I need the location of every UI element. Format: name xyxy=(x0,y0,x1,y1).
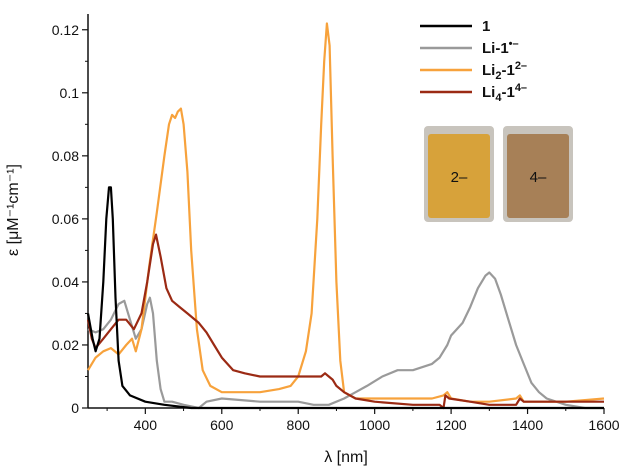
x-tick-label: 1200 xyxy=(436,417,467,433)
x-tick-label: 1400 xyxy=(512,417,543,433)
y-axis-label: ε [μM⁻¹cm⁻¹] xyxy=(5,164,22,256)
y-tick-label: 0.02 xyxy=(52,337,79,353)
y-tick-label: 0.12 xyxy=(52,22,79,38)
y-tick-label: 0.04 xyxy=(52,274,79,290)
vial-right-label: 4– xyxy=(530,169,547,186)
legend-label-1: Li-1•– xyxy=(482,38,519,57)
x-tick-label: 1000 xyxy=(359,417,390,433)
legend-label-2: Li2-12– xyxy=(482,60,527,82)
axis-ticks: 400 600 800 1000 1200 1400 1600 0 0.02 0.04 0.06 0.… xyxy=(52,22,620,433)
legend-label-3: Li4-14– xyxy=(482,82,527,104)
vial-photo-inset: 2– 4– xyxy=(424,126,573,222)
x-tick-label: 600 xyxy=(210,417,234,433)
y-tick-label: 0.1 xyxy=(60,85,80,101)
x-tick-label: 1600 xyxy=(588,417,619,433)
vial-left-label: 2– xyxy=(451,169,468,186)
y-tick-label: 0 xyxy=(71,400,79,416)
vial-left-solution xyxy=(428,134,490,218)
series-line-3 xyxy=(86,233,604,410)
x-tick-label: 400 xyxy=(134,417,158,433)
x-axis-label: λ [nm] xyxy=(324,449,368,466)
y-tick-label: 0.06 xyxy=(52,211,79,227)
vial-right-solution xyxy=(507,134,569,218)
x-tick-label: 800 xyxy=(287,417,311,433)
y-tick-label: 0.08 xyxy=(52,148,79,164)
series-line-0 xyxy=(86,186,604,410)
legend: 1 Li-1•– Li2-12–Li4-14– xyxy=(420,18,527,104)
legend-label-0: 1 xyxy=(482,18,490,35)
series-lines xyxy=(86,22,605,410)
series-line-1 xyxy=(87,271,604,410)
